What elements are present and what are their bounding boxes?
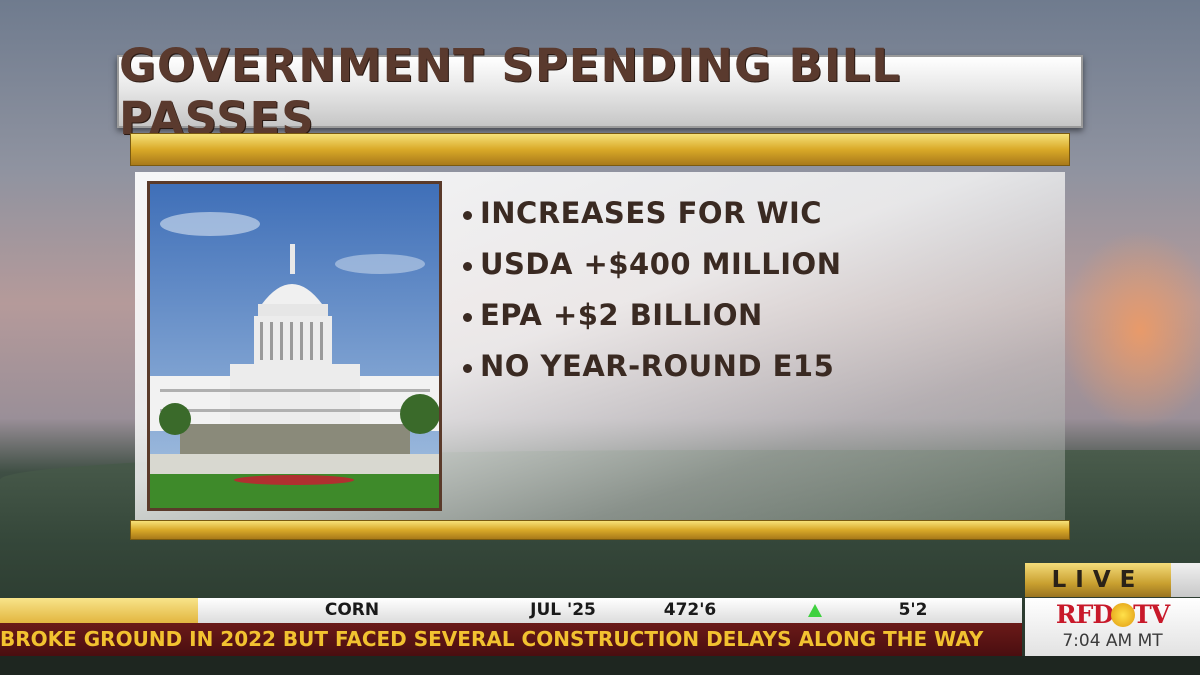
clock: 7:04 AM MT bbox=[1062, 631, 1163, 651]
bullet-item: USDA +$400 MILLION bbox=[463, 244, 841, 295]
ticker-contract: JUL '25 bbox=[530, 600, 596, 620]
ticker-change: 5'2 bbox=[898, 600, 928, 620]
gold-divider-bottom bbox=[130, 520, 1070, 540]
bullet-text: EPA +$2 BILLION bbox=[480, 298, 763, 332]
background-sunset bbox=[1060, 230, 1200, 430]
channel-bug: RFD TV 7:04 AM MT bbox=[1025, 598, 1200, 656]
logo-text-right: TV bbox=[1133, 600, 1170, 629]
bottom-strip bbox=[0, 656, 1200, 675]
bullet-icon bbox=[463, 261, 472, 271]
up-triangle-icon bbox=[808, 604, 822, 617]
logo-text-left: RFD bbox=[1055, 600, 1114, 629]
live-badge-side bbox=[1171, 563, 1200, 597]
bullet-list: INCREASES FOR WIC USDA +$400 MILLION EPA… bbox=[463, 193, 841, 397]
live-badge: LIVE bbox=[1025, 563, 1171, 597]
bullet-text: NO YEAR-ROUND E15 bbox=[480, 349, 835, 383]
news-crawl: BROKE GROUND IN 2022 BUT FACED SEVERAL C… bbox=[0, 623, 1022, 656]
bullet-item: EPA +$2 BILLION bbox=[463, 295, 841, 346]
bullet-text: USDA +$400 MILLION bbox=[480, 247, 842, 281]
bullet-icon bbox=[463, 312, 472, 322]
ticker-price: 472'6 bbox=[663, 600, 717, 620]
bullet-icon bbox=[463, 210, 472, 220]
gold-divider-top bbox=[130, 133, 1070, 166]
bullet-text: INCREASES FOR WIC bbox=[480, 196, 823, 230]
headline-bar: GOVERNMENT SPENDING BILL PASSES bbox=[117, 39, 1083, 145]
headline: GOVERNMENT SPENDING BILL PASSES bbox=[119, 38, 901, 145]
bullet-icon bbox=[463, 363, 472, 373]
windmill-sun-icon bbox=[1111, 602, 1136, 627]
rfdtv-logo: RFD TV bbox=[1025, 600, 1200, 630]
capitol-photo bbox=[147, 181, 442, 511]
ticker-commodity: CORN bbox=[324, 600, 380, 620]
bullet-item: INCREASES FOR WIC bbox=[463, 193, 841, 244]
bullet-item: NO YEAR-ROUND E15 bbox=[463, 346, 841, 397]
ticker-accent bbox=[0, 598, 198, 623]
market-ticker: CORN JUL '25 472'6 5'2 bbox=[0, 598, 1022, 623]
